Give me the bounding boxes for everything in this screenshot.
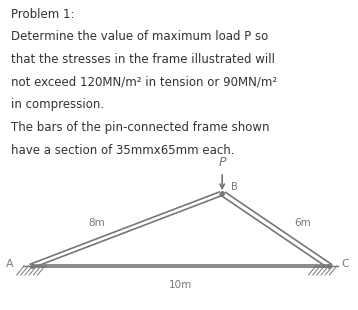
Text: Problem 1:: Problem 1: — [11, 8, 74, 21]
Text: P: P — [218, 156, 226, 169]
Text: The bars of the pin-connected frame shown: The bars of the pin-connected frame show… — [11, 121, 269, 134]
Text: 6m: 6m — [294, 219, 311, 228]
Text: 8m: 8m — [89, 219, 106, 228]
Text: in compression.: in compression. — [11, 98, 104, 111]
Text: not exceed 120MN/m² in tension or 90MN/m²: not exceed 120MN/m² in tension or 90MN/m… — [11, 76, 277, 89]
Text: 10m: 10m — [169, 280, 192, 290]
Text: that the stresses in the frame illustrated will: that the stresses in the frame illustrat… — [11, 53, 275, 66]
Text: A: A — [6, 259, 14, 269]
Text: Determine the value of maximum load P so: Determine the value of maximum load P so — [11, 30, 268, 43]
Text: C: C — [341, 259, 349, 269]
Text: have a section of 35mmx65mm each.: have a section of 35mmx65mm each. — [11, 144, 234, 157]
Text: B: B — [231, 182, 238, 192]
